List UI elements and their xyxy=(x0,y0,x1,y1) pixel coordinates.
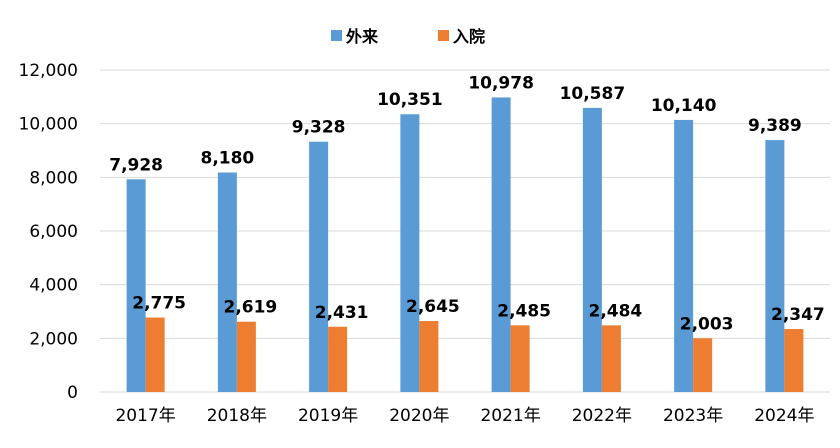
data-label-inpatient: 2,619 xyxy=(223,298,277,318)
bars xyxy=(126,97,804,392)
legend: 外来 入院 xyxy=(331,27,485,46)
bar-outpatient xyxy=(217,172,237,392)
legend-swatch-inpatient xyxy=(438,30,449,41)
data-label-inpatient: 2,645 xyxy=(406,297,460,317)
bar-outpatient xyxy=(309,141,329,392)
bar-inpatient xyxy=(419,321,439,392)
legend-swatch-outpatient xyxy=(331,30,342,41)
bar-inpatient xyxy=(784,329,804,392)
bar-outpatient xyxy=(582,107,602,392)
data-label-outpatient: 10,351 xyxy=(377,90,443,110)
y-tick-label: 8,000 xyxy=(29,168,78,188)
y-tick-label: 4,000 xyxy=(29,276,78,296)
y-tick-label: 6,000 xyxy=(29,222,78,242)
x-tick-label: 2022年 xyxy=(572,406,632,426)
data-label-outpatient: 10,140 xyxy=(651,96,717,116)
data-label-outpatient: 10,978 xyxy=(468,73,534,93)
bar-outpatient xyxy=(491,97,511,392)
bar-outpatient xyxy=(765,140,785,392)
gridlines xyxy=(100,69,830,393)
data-labels: 7,928 2,775 8,180 2,619 9,328 2,431 10,351 2,64… xyxy=(109,73,825,334)
bar-outpatient xyxy=(674,119,694,392)
x-tick-label: 2019年 xyxy=(298,406,358,426)
x-tick-label: 2021年 xyxy=(480,406,540,426)
x-tick-label: 2018年 xyxy=(207,406,267,426)
y-tick-label: 0 xyxy=(67,383,78,403)
bar-inpatient xyxy=(236,321,256,392)
y-tick-label: 2,000 xyxy=(29,329,78,349)
data-label-outpatient: 8,180 xyxy=(200,149,254,169)
legend-label-outpatient: 外来 xyxy=(345,27,379,46)
legend-label-inpatient: 入院 xyxy=(453,27,485,46)
y-tick-label: 12,000 xyxy=(19,61,78,81)
data-label-inpatient: 2,485 xyxy=(497,301,551,321)
x-axis-ticks: 2017年 2018年 2019年 2020年 2021年 2022年 2023年 2024年 xyxy=(115,406,814,426)
data-label-inpatient: 2,484 xyxy=(588,301,642,321)
x-tick-label: 2020年 xyxy=(389,406,449,426)
x-tick-label: 2024年 xyxy=(754,406,814,426)
y-axis-ticks: 0 2,000 4,000 6,000 8,000 10,000 12,000 xyxy=(19,61,78,403)
data-label-inpatient: 2,431 xyxy=(315,303,369,323)
bar-outpatient xyxy=(400,114,420,392)
x-tick-label: 2017年 xyxy=(115,406,175,426)
data-label-outpatient: 10,587 xyxy=(560,84,626,104)
data-label-outpatient: 7,928 xyxy=(109,155,163,175)
bar-inpatient xyxy=(601,325,621,392)
bar-inpatient xyxy=(328,326,348,392)
x-tick-label: 2023年 xyxy=(663,406,723,426)
bar-inpatient xyxy=(510,325,530,392)
bar-inpatient xyxy=(693,338,713,392)
data-label-outpatient: 9,389 xyxy=(748,116,802,136)
bar-outpatient xyxy=(126,179,146,392)
data-label-inpatient: 2,003 xyxy=(680,314,734,334)
data-label-inpatient: 2,775 xyxy=(132,294,186,314)
data-label-outpatient: 9,328 xyxy=(292,118,346,138)
y-tick-label: 10,000 xyxy=(19,115,78,135)
data-label-inpatient: 2,347 xyxy=(771,305,825,325)
bar-inpatient xyxy=(145,317,165,392)
